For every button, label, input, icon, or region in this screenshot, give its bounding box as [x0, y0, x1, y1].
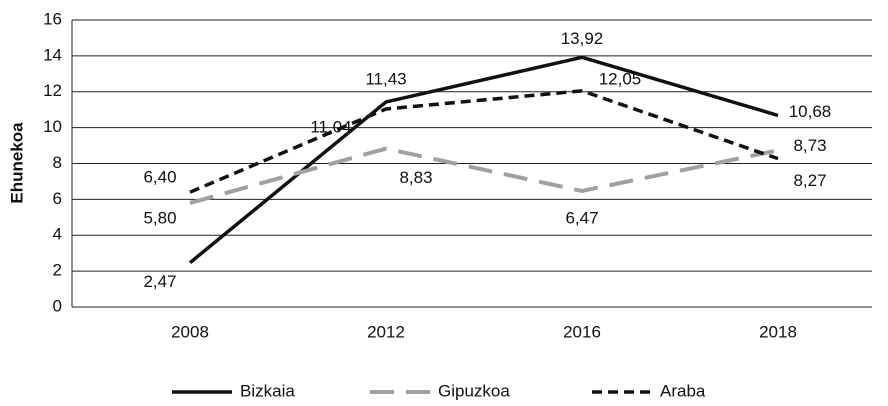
x-tick-label: 2016 [563, 322, 601, 341]
y-tick-label: 12 [43, 81, 62, 100]
series-line [189, 146, 779, 205]
y-tick-label: 2 [53, 261, 62, 280]
legend-label: Gipuzkoa [438, 381, 510, 400]
y-axis-label: Ehunekoa [7, 122, 26, 204]
data-label: 5,80 [143, 208, 176, 227]
y-tick-label: 14 [43, 45, 62, 64]
data-label: 2,47 [143, 272, 176, 291]
data-label: 12,05 [599, 69, 642, 88]
y-tick-label: 0 [53, 296, 62, 315]
data-label: 10,68 [789, 102, 832, 121]
data-label: 8,27 [793, 171, 826, 190]
x-tick-label: 2018 [759, 322, 797, 341]
series-line [188, 55, 779, 265]
data-label: 13,92 [561, 29, 604, 48]
y-tick-label: 4 [53, 225, 62, 244]
x-tick-label: 2012 [367, 322, 405, 341]
data-label: 6,47 [565, 208, 598, 227]
data-label: 8,83 [399, 168, 432, 187]
y-tick-label: 16 [43, 9, 62, 28]
legend-label: Araba [660, 381, 706, 400]
legend-label: Bizkaia [240, 381, 295, 400]
y-tick-label: 6 [53, 189, 62, 208]
y-tick-label: 10 [43, 117, 62, 136]
data-label: 8,73 [793, 136, 826, 155]
x-tick-label: 2008 [171, 322, 209, 341]
y-tick-label: 8 [53, 153, 62, 172]
data-label: 11,43 [365, 69, 406, 88]
series-line [189, 89, 779, 194]
data-label: 11,04 [310, 117, 351, 136]
data-label: 6,40 [143, 168, 176, 187]
